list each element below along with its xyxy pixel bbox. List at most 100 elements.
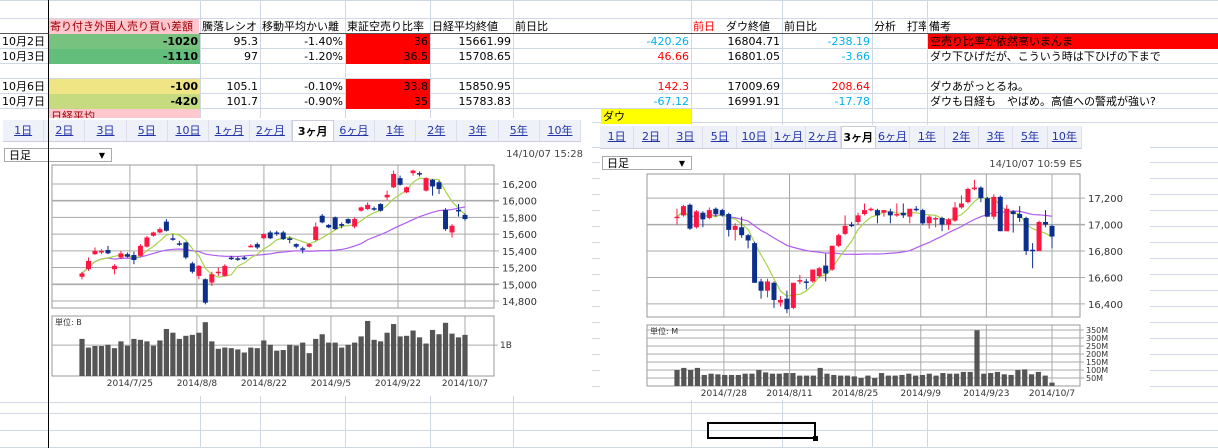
tab-1日[interactable]: 1日 <box>3 120 45 141</box>
column-header[interactable]: 前日 ダウ終値 <box>691 19 781 34</box>
data-cell[interactable]: 95.3 <box>233 34 259 48</box>
data-cell[interactable]: 46.66 <box>657 49 690 63</box>
dow-label-cell[interactable]: ダウ <box>601 108 691 124</box>
tab-2ヶ月[interactable]: 2ヶ月 <box>250 120 292 141</box>
tab-5年[interactable]: 5年 <box>499 120 540 141</box>
data-cell[interactable]: 35 <box>346 93 430 109</box>
data-cell[interactable]: 15661.99 <box>458 34 512 48</box>
data-cell[interactable]: -17.78 <box>834 94 870 108</box>
tab-6ヶ月[interactable]: 6ヶ月 <box>334 120 375 141</box>
column-header[interactable]: 備考 <box>929 19 951 33</box>
volume-bar <box>410 330 416 376</box>
date-cell[interactable]: 10月6日 <box>2 79 45 93</box>
data-cell[interactable]: -100 <box>49 78 200 94</box>
data-cell[interactable]: 36.5 <box>346 48 430 64</box>
candle-body <box>150 232 156 236</box>
data-cell[interactable]: 101.7 <box>226 94 259 108</box>
data-cell[interactable]: 97 <box>244 49 258 63</box>
column-header[interactable]: 前日比 <box>515 19 548 33</box>
data-cell[interactable]: -1.20% <box>304 49 343 63</box>
data-cell[interactable] <box>873 79 927 94</box>
tab-2日[interactable]: 2日 <box>44 120 86 141</box>
tab-6ヶ月[interactable]: 6ヶ月 <box>876 126 911 148</box>
tab-2年[interactable]: 2年 <box>416 120 458 141</box>
data-cell[interactable] <box>873 94 927 109</box>
selected-cell[interactable] <box>707 422 818 441</box>
data-cell[interactable]: -1020 <box>49 33 200 49</box>
column-header[interactable]: 分析 打率 <box>874 19 926 33</box>
data-cell[interactable] <box>873 34 927 49</box>
tab-10年[interactable]: 10年 <box>540 120 582 141</box>
tab-3ヶ月[interactable]: 3ヶ月 <box>291 120 334 141</box>
data-cell[interactable]: -1.40% <box>304 34 343 48</box>
data-cell[interactable]: 208.64 <box>831 79 871 93</box>
candle-body <box>202 279 208 303</box>
interval-select[interactable]: 日足 ▼ <box>602 156 692 170</box>
data-cell[interactable]: 空売り比率が依然高いまんま <box>928 33 1218 49</box>
candle-body <box>456 209 462 212</box>
tab-1ヶ月[interactable]: 1ヶ月 <box>209 120 251 141</box>
tab-10年[interactable]: 10年 <box>1048 126 1083 148</box>
data-cell[interactable]: -420.26 <box>646 34 689 48</box>
data-cell[interactable]: ダウ下ひげだが、こういう時は下ひげの下まで <box>930 49 1161 63</box>
volume-bar <box>715 374 721 386</box>
tab-5年[interactable]: 5年 <box>1013 126 1048 148</box>
tab-5日[interactable]: 5日 <box>703 126 738 148</box>
candle-body <box>163 221 169 231</box>
column-header[interactable]: 移動平均かい離 <box>262 19 339 33</box>
tab-1日[interactable]: 1日 <box>600 126 635 148</box>
data-cell[interactable]: -238.19 <box>827 34 870 48</box>
data-cell[interactable]: -0.10% <box>304 79 343 93</box>
data-cell[interactable]: 15783.83 <box>458 94 512 108</box>
candle-body <box>978 187 984 199</box>
data-cell[interactable]: -1110 <box>49 48 200 64</box>
tab-2日[interactable]: 2日 <box>634 126 669 148</box>
date-cell[interactable]: 10月7日 <box>2 94 45 108</box>
volume-bar <box>163 328 169 376</box>
tab-2ヶ月[interactable]: 2ヶ月 <box>806 126 841 148</box>
data-cell[interactable]: -3.66 <box>841 49 870 63</box>
tab-1ヶ月[interactable]: 1ヶ月 <box>772 126 807 148</box>
column-header[interactable]: 寄り付き外国人売り買い差額 <box>48 18 199 34</box>
column-header[interactable]: 騰落レシオ <box>202 19 257 33</box>
data-cell[interactable]: 36 <box>346 33 430 49</box>
data-cell[interactable]: 105.1 <box>226 79 259 93</box>
volume-bar <box>137 339 144 376</box>
candle-body <box>300 248 306 250</box>
tab-3年[interactable]: 3年 <box>457 120 499 141</box>
data-cell[interactable]: 17009.69 <box>727 79 781 93</box>
candle-body <box>745 235 751 241</box>
data-cell[interactable] <box>873 49 927 64</box>
data-cell[interactable]: 142.3 <box>657 79 690 93</box>
data-cell[interactable]: 15708.65 <box>458 49 512 63</box>
tab-5日[interactable]: 5日 <box>127 120 168 141</box>
column-header[interactable]: 日経平均終値 <box>432 19 498 33</box>
candle-body <box>680 206 686 216</box>
data-cell[interactable]: 16801.05 <box>727 49 781 63</box>
data-cell[interactable]: 16804.71 <box>727 34 781 48</box>
data-cell[interactable]: -0.90% <box>304 94 343 108</box>
tab-3年[interactable]: 3年 <box>979 126 1014 148</box>
column-header[interactable]: 前日比 <box>784 19 817 33</box>
tab-10日[interactable]: 10日 <box>168 120 210 141</box>
data-cell[interactable]: 16991.91 <box>727 94 781 108</box>
date-cell[interactable]: 10月2日 <box>2 34 45 48</box>
data-cell[interactable]: ダウあがっとるね。 <box>930 79 1029 93</box>
tab-1年[interactable]: 1年 <box>375 120 417 141</box>
interval-select[interactable]: 日足 ▼ <box>4 148 112 162</box>
data-cell[interactable]: 15850.95 <box>458 79 512 93</box>
tab-10日[interactable]: 10日 <box>737 126 772 148</box>
data-cell[interactable]: -420 <box>49 93 200 109</box>
data-cell[interactable]: 33.8 <box>346 78 430 94</box>
data-cell[interactable]: ダウも日経も やばめ。高値への警戒が強い? <box>930 94 1156 108</box>
data-cell[interactable]: -67.12 <box>653 94 689 108</box>
tab-1年[interactable]: 1年 <box>910 126 945 148</box>
candle-body <box>92 250 98 255</box>
tab-2年[interactable]: 2年 <box>945 126 979 148</box>
tab-3日[interactable]: 3日 <box>85 120 127 141</box>
tab-3日[interactable]: 3日 <box>669 126 704 148</box>
column-header[interactable]: 東証空売り比率 <box>347 19 424 33</box>
date-cell[interactable]: 10月3日 <box>2 49 45 63</box>
candle-body <box>384 194 390 198</box>
tab-3ヶ月[interactable]: 3ヶ月 <box>840 126 876 148</box>
